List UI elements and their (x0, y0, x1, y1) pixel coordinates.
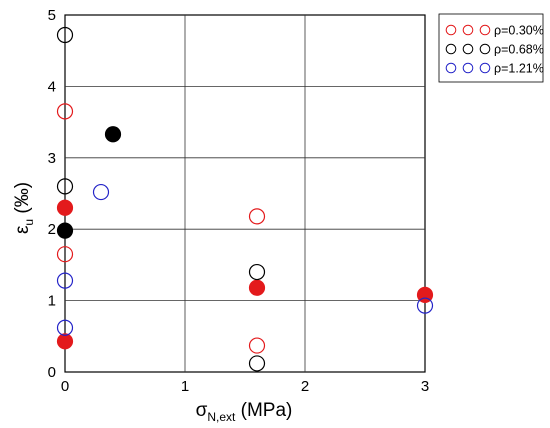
x-tick-label: 3 (421, 378, 429, 395)
legend-marker-series-2 (479, 43, 491, 55)
legend-marker-series-3 (445, 62, 457, 74)
legend-marker-series-1 (462, 24, 474, 36)
legend-label-series-2: ρ=0.68% (494, 43, 544, 57)
legend-label-series-3: ρ=1.21% (494, 62, 544, 76)
data-point-series-3 (416, 297, 434, 314)
data-points (56, 26, 434, 372)
data-point-series-1 (248, 279, 266, 296)
data-point-series-3 (92, 183, 110, 201)
data-point-series-2 (56, 222, 74, 239)
x-axis-ticks: 0 1 2 3 (61, 378, 429, 395)
y-tick-label: 3 (48, 150, 56, 167)
y-tick-label: 0 (48, 364, 56, 381)
legend-marker-series-2 (462, 43, 474, 55)
y-tick-label: 2 (48, 221, 56, 238)
data-point-series-3 (56, 272, 74, 289)
data-point-series-2 (56, 178, 74, 195)
plot-area (64, 14, 426, 373)
data-point-series-1 (56, 103, 74, 120)
data-point-series-2 (56, 26, 74, 44)
x-tick-label: 2 (301, 378, 309, 395)
legend-marker-series-1 (445, 24, 457, 36)
x-tick-label: 1 (181, 378, 189, 395)
data-point-series-2 (248, 263, 266, 281)
y-axis-label: εu (‰) (12, 182, 36, 234)
y-tick-label: 1 (48, 293, 56, 310)
data-point-series-1 (56, 333, 74, 350)
data-point-series-1 (248, 208, 266, 225)
legend-marker-series-3 (462, 62, 474, 74)
data-point-series-1 (56, 246, 74, 263)
y-axis-ticks: 0 1 2 3 4 5 (48, 7, 56, 381)
data-point-series-1 (248, 337, 266, 354)
x-axis-label: σN,ext (MPa) (196, 400, 293, 424)
legend-marker-series-2 (445, 43, 457, 55)
data-point-series-2 (104, 126, 122, 143)
legend-marker-series-1 (479, 24, 491, 36)
grid-lines (65, 15, 425, 372)
data-point-series-1 (56, 199, 74, 216)
data-point-series-3 (56, 319, 74, 336)
legend-marker-series-3 (479, 62, 491, 74)
x-tick-label: 0 (61, 378, 69, 395)
legend-box (438, 13, 544, 83)
y-tick-label: 4 (48, 78, 56, 95)
data-point-series-2 (248, 355, 266, 372)
y-tick-label: 5 (48, 7, 56, 24)
legend: ρ=0.30% ρ=0.68% ρ=1.21% (438, 13, 544, 83)
legend-label-series-1: ρ=0.30% (494, 24, 544, 38)
